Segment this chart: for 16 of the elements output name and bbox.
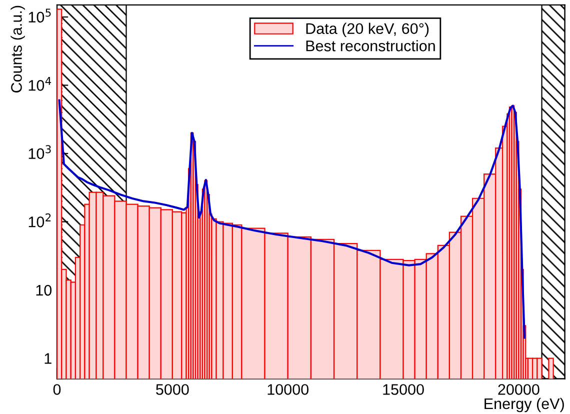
y-tick-label: 10 xyxy=(36,284,52,296)
y-tick-label: 1 xyxy=(44,353,52,364)
y-axis-title: Counts (a.u.) xyxy=(10,6,25,92)
x-axis-title: Energy (eV) xyxy=(484,398,564,412)
x-tick-label: 0 xyxy=(53,384,61,395)
legend-label: Best reconstruction xyxy=(306,40,435,52)
y-tick-label: 10$^{2}$ xyxy=(28,213,51,228)
line-series xyxy=(58,99,526,339)
y-tick-label: 10$^{4}$ xyxy=(28,77,52,91)
y-tick-label: 10$^{5}$ xyxy=(28,8,51,23)
y-tick-label: 10$^{3}$ xyxy=(28,145,51,160)
x-tick-label: 20000 xyxy=(498,384,540,395)
x-tick-label: 10000 xyxy=(268,384,308,395)
legend-label: Data (20 keV, 60°) xyxy=(306,22,429,38)
x-tick-label: 5000 xyxy=(156,384,189,395)
x-tick-label: 15000 xyxy=(383,384,424,395)
